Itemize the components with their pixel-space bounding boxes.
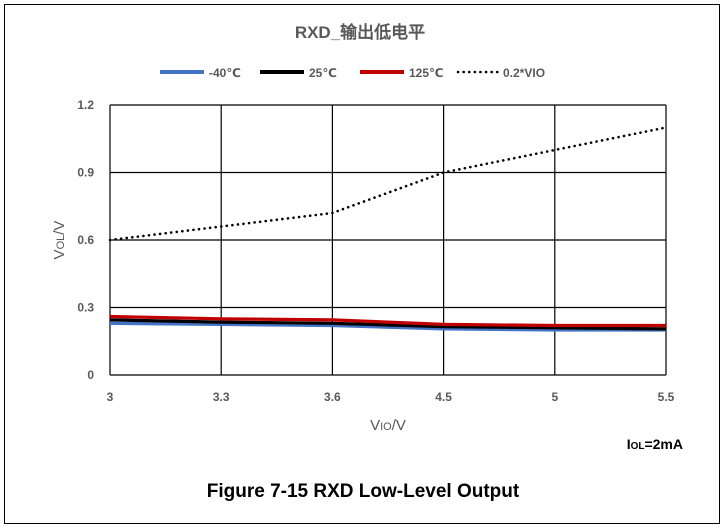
legend: -40℃ 25℃ 125℃ 0.2*VIO [160, 66, 545, 80]
y-tick-label: 0.3 [77, 301, 94, 315]
series-line [108, 126, 668, 242]
condition-annotation: IOL=2mA [627, 436, 683, 452]
x-tick-label: 5 [551, 390, 558, 404]
x-axis-label: VIO/V [370, 417, 406, 434]
y-tick-label: 0.6 [77, 233, 94, 247]
figure-caption: Figure 7-15 RXD Low-Level Output [206, 481, 520, 502]
y-tick-labels: 0 0.3 0.6 0.9 1.2 [77, 98, 94, 382]
grid [109, 104, 667, 376]
legend-label: 0.2*VIO [503, 66, 545, 80]
chart-title: RXD_输出低电平 [295, 22, 425, 42]
series-line [109, 314, 666, 328]
legend-label: -40℃ [209, 66, 241, 80]
series-line [109, 321, 666, 332]
legend-label: 125℃ [409, 66, 444, 80]
legend-label: 25℃ [309, 66, 337, 80]
y-tick-label: 0 [87, 368, 94, 382]
chart: RXD_输出低电平 -40℃ 25℃ 125℃ 0.2*VIO 3 3.3 3.6 4.5 5… [51, 22, 683, 452]
figure-frame [4, 4, 720, 524]
x-tick-label: 3.6 [324, 390, 341, 404]
y-tick-label: 1.2 [77, 98, 94, 112]
x-tick-label: 3.3 [213, 390, 230, 404]
y-axis-label: VOL/V [51, 221, 68, 260]
x-tick-label: 3 [107, 390, 114, 404]
x-tick-label: 5.5 [658, 390, 675, 404]
y-tick-label: 0.9 [77, 166, 94, 180]
x-tick-label: 4.5 [435, 390, 452, 404]
series-line [109, 318, 667, 331]
x-tick-labels: 3 3.3 3.6 4.5 5 5.5 [107, 390, 675, 404]
series-group [108, 126, 668, 332]
